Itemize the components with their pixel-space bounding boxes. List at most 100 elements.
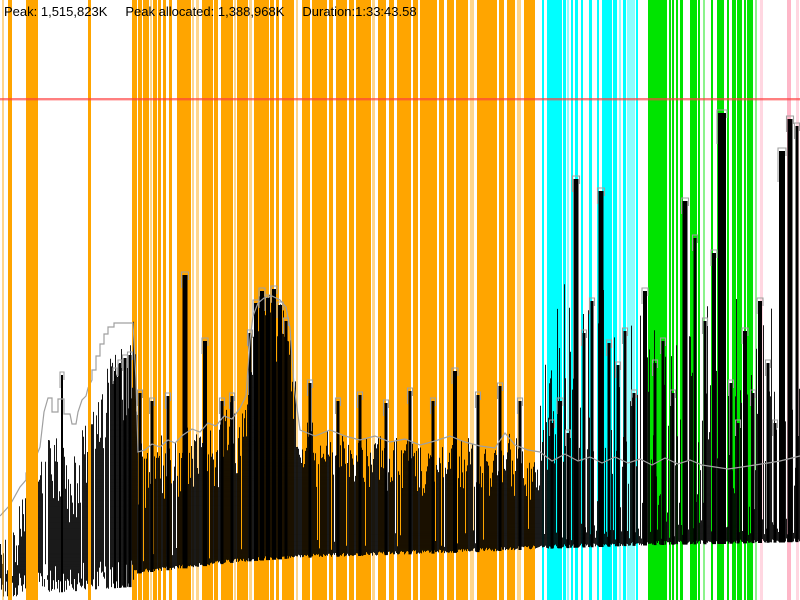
- spike-envelope-cap: [596, 187, 606, 204]
- tag-band[interactable]: [680, 0, 683, 600]
- spike-envelope-cap: [785, 115, 795, 132]
- spike-envelope-cap: [126, 351, 134, 368]
- tag-band[interactable]: [619, 0, 621, 600]
- tag-band[interactable]: [153, 0, 157, 600]
- spike-envelope-cap: [571, 175, 581, 192]
- tag-band[interactable]: [532, 0, 535, 600]
- spike-envelope-cap: [164, 392, 172, 409]
- spike-envelope-cap: [180, 271, 190, 288]
- spike-envelope-cap: [669, 389, 677, 406]
- tag-band[interactable]: [221, 0, 233, 600]
- tag-band[interactable]: [336, 0, 347, 600]
- tag-band[interactable]: [8, 0, 12, 600]
- tag-band[interactable]: [602, 0, 612, 600]
- tag-band[interactable]: [571, 0, 573, 600]
- tag-band[interactable]: [276, 0, 279, 600]
- tag-band[interactable]: [138, 0, 142, 600]
- stats-bar: Peak: 1,515,823K Peak allocated: 1,388,9…: [4, 2, 435, 20]
- tag-band[interactable]: [760, 0, 763, 600]
- tag-band[interactable]: [249, 0, 252, 600]
- tag-band[interactable]: [470, 0, 474, 600]
- tag-band[interactable]: [2, 0, 4, 600]
- tag-band[interactable]: [737, 0, 742, 600]
- spike-envelope-cap: [112, 367, 118, 384]
- tag-band[interactable]: [439, 0, 444, 600]
- spike-envelope-cap: [727, 379, 735, 396]
- tag-band[interactable]: [597, 0, 599, 600]
- spike-envelope-cap: [406, 387, 414, 404]
- spike-envelope-cap: [496, 382, 504, 399]
- spike-envelope-cap: [734, 419, 742, 436]
- tag-band[interactable]: [507, 0, 515, 600]
- tag-band[interactable]: [192, 0, 194, 600]
- usage-series: [0, 113, 800, 598]
- tag-band[interactable]: [589, 0, 592, 600]
- tag-band[interactable]: [143, 0, 149, 600]
- tag-band[interactable]: [542, 0, 544, 600]
- tag-band[interactable]: [727, 0, 729, 600]
- tag-band[interactable]: [517, 0, 521, 600]
- tag-band[interactable]: [747, 0, 753, 600]
- tag-band[interactable]: [202, 0, 213, 600]
- tag-band[interactable]: [389, 0, 394, 600]
- tag-band[interactable]: [372, 0, 375, 600]
- tag-band[interactable]: [755, 0, 757, 600]
- tag-band[interactable]: [567, 0, 569, 600]
- tag-band[interactable]: [88, 0, 91, 600]
- spike-envelope-cap: [749, 389, 757, 406]
- spike-envelope-cap: [641, 287, 649, 304]
- tag-band[interactable]: [329, 0, 333, 600]
- tag-band[interactable]: [672, 0, 674, 600]
- tag-band[interactable]: [669, 0, 671, 600]
- tag-band[interactable]: [613, 0, 617, 600]
- tag-band[interactable]: [132, 0, 137, 600]
- tag-band[interactable]: [744, 0, 746, 600]
- tag-band[interactable]: [26, 0, 38, 600]
- tag-band[interactable]: [158, 0, 161, 600]
- tag-band[interactable]: [312, 0, 327, 600]
- spike-envelope-cap: [659, 337, 667, 354]
- spike-envelope-cap: [201, 337, 209, 354]
- tag-band[interactable]: [302, 0, 310, 600]
- tag-band[interactable]: [150, 0, 152, 600]
- tag-band[interactable]: [169, 0, 172, 600]
- tag-band[interactable]: [296, 0, 298, 600]
- tag-band[interactable]: [581, 0, 583, 600]
- tag-band[interactable]: [698, 0, 700, 600]
- spike-envelope-cap: [136, 389, 144, 406]
- tag-band[interactable]: [456, 0, 468, 600]
- tag-band[interactable]: [524, 0, 533, 600]
- spike-envelope-cap: [382, 399, 390, 416]
- tag-band[interactable]: [447, 0, 454, 600]
- duration-stat: Duration:1:33:43.58: [302, 3, 417, 19]
- tag-band[interactable]: [214, 0, 218, 600]
- tag-band[interactable]: [477, 0, 497, 600]
- peak-stat: Peak: 1,515,823K: [4, 3, 108, 19]
- tag-band[interactable]: [703, 0, 705, 600]
- tag-band[interactable]: [627, 0, 635, 600]
- spike-envelope-cap: [701, 317, 709, 334]
- tag-band[interactable]: [499, 0, 504, 600]
- tag-band[interactable]: [378, 0, 386, 600]
- spike-envelope-cap: [148, 397, 156, 414]
- tag-band[interactable]: [732, 0, 736, 600]
- tag-band[interactable]: [163, 0, 166, 600]
- spike-envelope-cap: [246, 329, 254, 346]
- spike-envelope-cap: [276, 301, 284, 318]
- tag-band[interactable]: [413, 0, 418, 600]
- tag-band[interactable]: [349, 0, 354, 600]
- tag-band[interactable]: [237, 0, 248, 600]
- spike-envelope-cap: [429, 397, 437, 414]
- tag-band[interactable]: [623, 0, 626, 600]
- tag-band[interactable]: [196, 0, 199, 600]
- tag-band[interactable]: [676, 0, 678, 600]
- spike-envelope-cap: [771, 419, 779, 436]
- tag-band[interactable]: [234, 0, 236, 600]
- spike-envelope-cap: [451, 367, 459, 384]
- spike-envelope-cap: [580, 329, 588, 346]
- spike-envelope-cap: [651, 359, 659, 376]
- tag-band[interactable]: [636, 0, 638, 600]
- tag-bands-over-layer: [2, 0, 91, 600]
